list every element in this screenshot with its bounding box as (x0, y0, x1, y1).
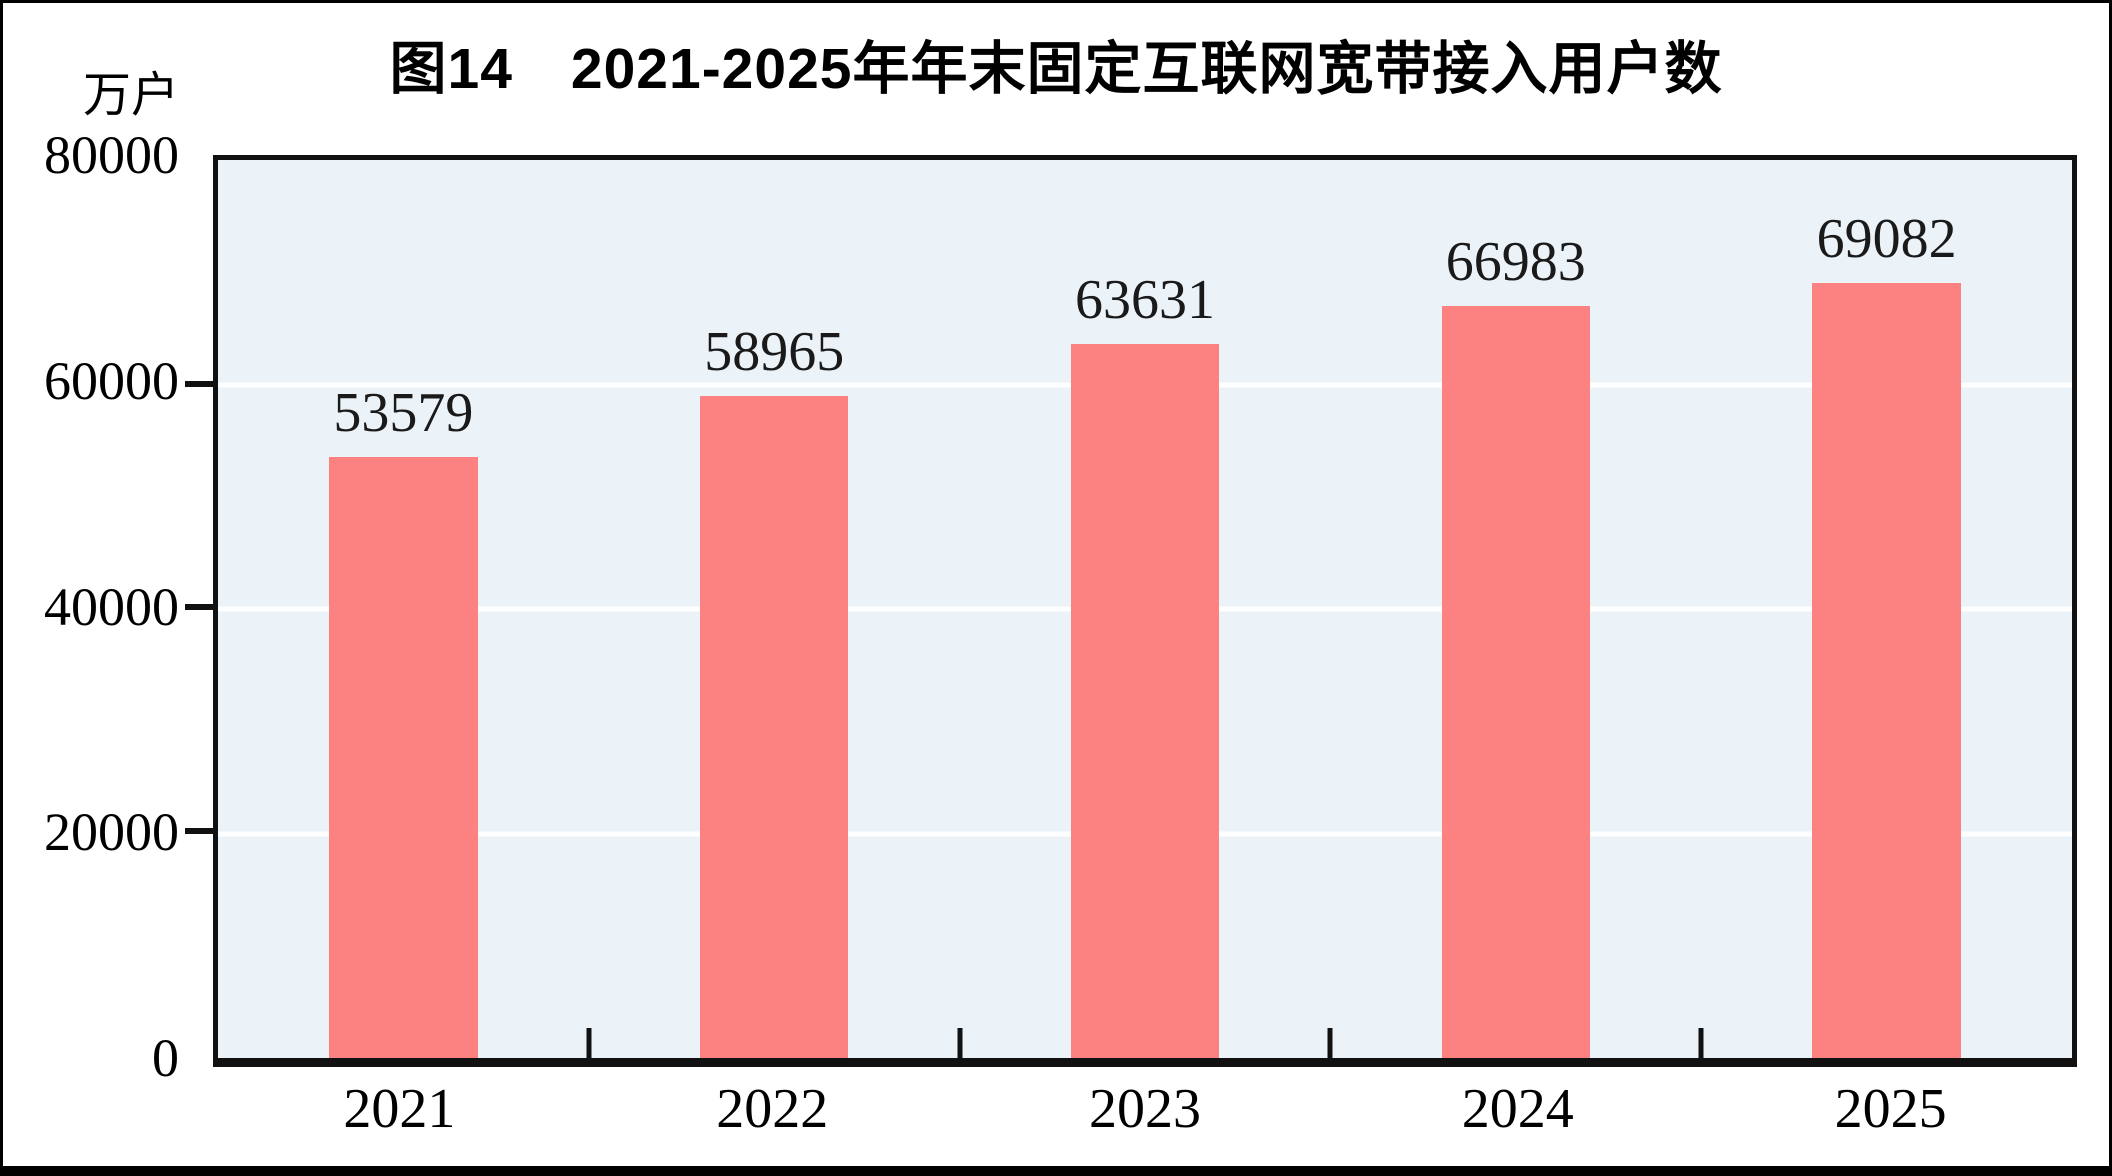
x-tick-label-2021: 2021 (343, 1078, 456, 1140)
y-tick-label-40000: 40000 (44, 576, 179, 637)
x-axis-tick-mark (586, 1028, 592, 1058)
bar-2021 (329, 456, 478, 1058)
y-tick-label-80000: 80000 (44, 125, 179, 185)
x-tick-label-2023: 2023 (1088, 1078, 1201, 1140)
bar-value-label: 53579 (333, 381, 474, 444)
bar-value-label: 66983 (1445, 231, 1586, 294)
x-tick-label-2024: 2024 (1461, 1078, 1574, 1140)
bar-2025 (1812, 282, 1961, 1058)
bar-value-label: 69082 (1816, 207, 1957, 270)
bar-2023 (1070, 343, 1220, 1058)
x-axis-tick-labels: 2021 2022 2023 2024 2025 (213, 1081, 2077, 1151)
bar-2022 (700, 396, 849, 1058)
bar-slot: 63631 (960, 160, 1331, 1058)
x-axis-tick-mark (1698, 1028, 1704, 1058)
chart-title: 图14 2021-2025年年末固定互联网宽带接入用户数 (389, 37, 1723, 101)
y-axis-tick-mark (185, 380, 213, 387)
x-tick-label-2025: 2025 (1834, 1078, 1947, 1140)
x-axis-tick-mark (1327, 1028, 1333, 1058)
y-axis-tick-marks (185, 160, 213, 1054)
x-axis-tick-mark (957, 1028, 963, 1058)
bar-slot: 66983 (1330, 160, 1701, 1058)
bar-slot: 69082 (1701, 160, 2072, 1058)
bar-slot: 58965 (589, 160, 960, 1058)
y-axis-tick-labels: 0 20000 40000 60000 80000 (3, 128, 179, 1085)
bar-value-label: 63631 (1074, 268, 1215, 331)
y-axis-tick-mark (185, 827, 213, 834)
y-axis-unit-label: 万户 (82, 69, 179, 122)
bar-slot: 53579 (218, 160, 589, 1058)
y-tick-label-60000: 60000 (44, 350, 179, 411)
plot-area: 53579 58965 63631 66983 69082 (213, 155, 2077, 1067)
x-tick-label-2022: 2022 (716, 1078, 829, 1140)
y-axis-tick-mark (185, 604, 213, 610)
bar-2024 (1441, 306, 1590, 1058)
y-tick-label-0: 0 (152, 1028, 179, 1088)
y-tick-label-20000: 20000 (44, 802, 179, 863)
bar-value-label: 58965 (704, 321, 845, 384)
